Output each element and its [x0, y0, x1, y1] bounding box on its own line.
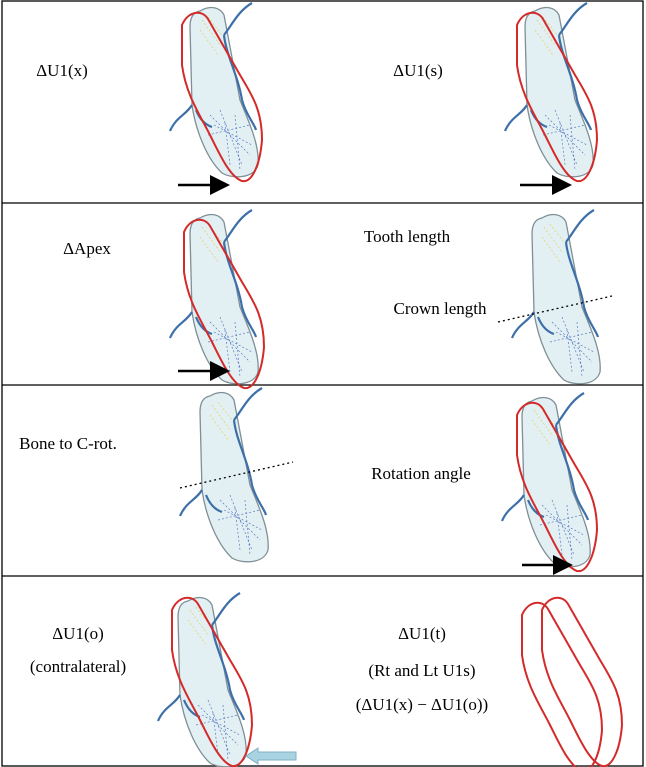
tooth-diagram: [168, 1, 263, 195]
label: ΔU1(t): [398, 624, 446, 643]
tooth-diagram: [521, 596, 623, 767]
label: (ΔU1(x) − ΔU1(o)): [356, 695, 488, 714]
label: Rotation angle: [371, 464, 471, 483]
tooth-diagram: [503, 1, 598, 195]
label: Tooth length: [364, 227, 451, 246]
label: Crown length: [393, 299, 487, 318]
label: (contralateral): [30, 657, 126, 676]
label: ΔApex: [63, 239, 111, 258]
tooth-diagram: [168, 208, 265, 390]
tooth-diagram: [500, 391, 598, 575]
label: Bone to C-rot.: [19, 434, 117, 453]
label: ΔU1(x): [36, 61, 88, 80]
label: ΔU1(o): [52, 624, 104, 643]
tooth-diagram: [497, 208, 613, 385]
tooth-diagram: [178, 386, 294, 563]
tooth-diagram: [156, 591, 297, 767]
label: ΔU1(s): [393, 61, 443, 80]
label: (Rt and Lt U1s): [368, 661, 475, 680]
